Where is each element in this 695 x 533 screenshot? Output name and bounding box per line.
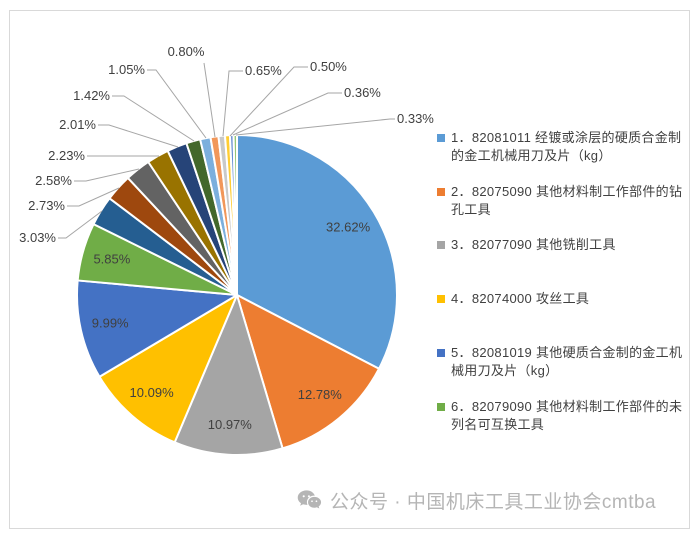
- legend-label: 2．82075090 其他材料制工作部件的钻孔工具: [451, 184, 683, 217]
- legend-item: 2．82075090 其他材料制工作部件的钻孔工具: [437, 183, 687, 219]
- pie-slice: [236, 294, 381, 450]
- leader-line: [67, 187, 120, 207]
- legend-marker: [437, 241, 445, 249]
- data-label: 0.65%: [245, 63, 282, 78]
- legend-label: 4．82074000 攻丝工具: [451, 291, 590, 306]
- wechat-icon: [297, 490, 322, 509]
- legend-marker: [437, 349, 445, 357]
- data-label: 32.62%: [326, 220, 371, 235]
- leader-line: [74, 168, 140, 182]
- data-label: 2.01%: [59, 117, 96, 132]
- data-label: 10.09%: [130, 385, 175, 400]
- legend-item: 4．82074000 攻丝工具: [437, 290, 687, 308]
- leader-line: [112, 95, 195, 142]
- data-label: 5.85%: [93, 252, 130, 267]
- legend-item: 6．82079090 其他材料制工作部件的未列名可互换工具: [437, 398, 687, 434]
- legend-label: 3．82077090 其他铣削工具: [451, 237, 616, 252]
- data-label: 0.80%: [168, 44, 205, 59]
- data-label: 3.03%: [19, 230, 56, 245]
- data-label: 1.05%: [108, 62, 145, 77]
- legend-label: 5．82081019 其他硬质合金制的金工机械用刀及片（kg）: [451, 345, 683, 378]
- data-label: 0.33%: [397, 111, 434, 126]
- leader-line: [232, 92, 342, 136]
- legend-marker: [437, 295, 445, 303]
- legend-marker: [437, 134, 445, 142]
- legend-item: 5．82081019 其他硬质合金制的金工机械用刀及片（kg）: [437, 344, 687, 380]
- legend-marker: [437, 403, 445, 411]
- leader-line: [98, 124, 179, 148]
- data-label: 1.42%: [73, 88, 110, 103]
- leader-line: [222, 70, 243, 137]
- data-label: 0.50%: [310, 59, 347, 74]
- legend-item: 1．82081011 经镀或涂层的硬质合金制的金工机械用刀及片（kg）: [437, 129, 687, 165]
- leader-line: [58, 210, 103, 239]
- legend-item: 3．82077090 其他铣削工具: [437, 236, 687, 254]
- legend-label: 6．82079090 其他材料制工作部件的未列名可互换工具: [451, 399, 683, 432]
- data-label: 2.58%: [35, 173, 72, 188]
- pie-slice: [98, 294, 238, 444]
- leader-line: [203, 62, 216, 138]
- pie-slice: [173, 294, 284, 456]
- pie-slice: [236, 134, 398, 370]
- data-label: 10.97%: [208, 417, 253, 432]
- pie-slice: [76, 279, 238, 378]
- leader-line: [229, 66, 308, 137]
- leader-line: [147, 69, 207, 139]
- data-label: 0.36%: [344, 85, 381, 100]
- data-label: 12.78%: [298, 387, 343, 402]
- chart-border: [9, 10, 690, 529]
- leader-line: [235, 118, 395, 136]
- data-label: 2.23%: [48, 148, 85, 163]
- watermark-text: 公众号 · 中国机床工具工业协会cmtba: [330, 492, 657, 513]
- data-label: 9.99%: [92, 316, 129, 331]
- legend-marker: [437, 188, 445, 196]
- legend-label: 1．82081011 经镀或涂层的硬质合金制的金工机械用刀及片（kg）: [451, 130, 682, 163]
- data-label: 2.73%: [28, 198, 65, 213]
- watermark: 公众号 · 中国机床工具工业协会cmtba: [296, 487, 656, 514]
